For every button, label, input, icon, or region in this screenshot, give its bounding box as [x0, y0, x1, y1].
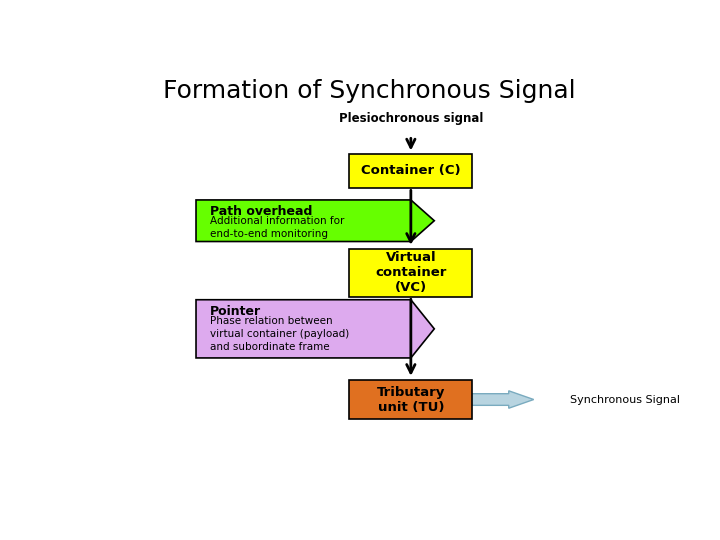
Text: Container (C): Container (C) — [361, 164, 461, 177]
Text: Virtual
container
(VC): Virtual container (VC) — [375, 251, 446, 294]
Text: Additional information for
end-to-end monitoring: Additional information for end-to-end mo… — [210, 216, 344, 239]
Text: Formation of Synchronous Signal: Formation of Synchronous Signal — [163, 79, 575, 103]
Text: Phase relation between
virtual container (payload)
and subordinate frame: Phase relation between virtual container… — [210, 315, 349, 352]
Text: Path overhead: Path overhead — [210, 205, 312, 218]
FancyBboxPatch shape — [349, 249, 472, 296]
Text: Plesiochronous signal: Plesiochronous signal — [338, 112, 483, 125]
FancyArrow shape — [469, 391, 534, 408]
Text: Pointer: Pointer — [210, 305, 261, 318]
Text: Tributary
unit (TU): Tributary unit (TU) — [377, 386, 445, 414]
Polygon shape — [196, 200, 434, 241]
Text: Synchronous Signal: Synchronous Signal — [570, 395, 680, 404]
FancyBboxPatch shape — [349, 380, 472, 419]
Polygon shape — [196, 300, 434, 358]
FancyBboxPatch shape — [349, 154, 472, 188]
